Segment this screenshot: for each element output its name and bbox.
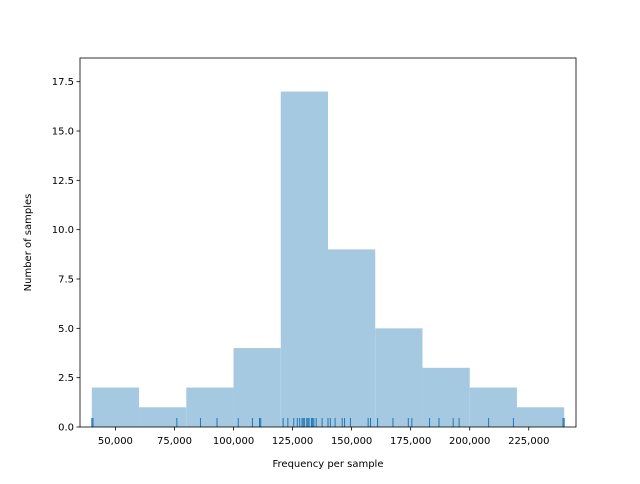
y-tick-label: 2.5 [58,373,74,384]
histogram-bar [139,407,187,427]
x-tick-label: 125,000 [272,436,313,447]
x-axis-label: Frequency per sample [273,459,384,470]
y-tick-label: 12.5 [52,176,74,187]
rug-marks [91,418,565,427]
x-tick-label: 100,000 [213,436,254,447]
histogram-bar [91,387,140,427]
x-tick-label: 50,000 [98,436,133,447]
histogram-bar [516,407,565,427]
y-tick-label: 17.5 [52,77,74,88]
y-tick-label: 5.0 [58,324,74,335]
y-tick-label: 7.5 [58,275,74,286]
y-tick-label: 10.0 [52,225,74,236]
x-tick-label: 200,000 [449,436,490,447]
y-axis-label: Number of samples [23,194,34,292]
histogram-bar [233,348,281,427]
x-axis-ticks: 50,000 75,000 100,000 125,000 150,000 175,000… [98,427,549,447]
y-tick-label: 15.0 [52,127,74,138]
histogram-bar [469,387,517,427]
histogram-bar [280,91,328,427]
histogram-bar [328,249,376,427]
y-axis-ticks: 0.0 2.5 5.0 7.5 10.0 12.5 15.0 17.5 [52,77,80,434]
histogram-bar [375,328,423,427]
histogram-bar [422,367,470,427]
histogram-bar [186,387,234,427]
x-tick-label: 225,000 [508,436,549,447]
histogram-bars [91,91,565,427]
x-tick-label: 150,000 [331,436,372,447]
plot-frame [79,57,577,428]
y-tick-label: 0.0 [58,423,74,434]
x-tick-label: 75,000 [157,436,192,447]
x-tick-label: 175,000 [390,436,431,447]
